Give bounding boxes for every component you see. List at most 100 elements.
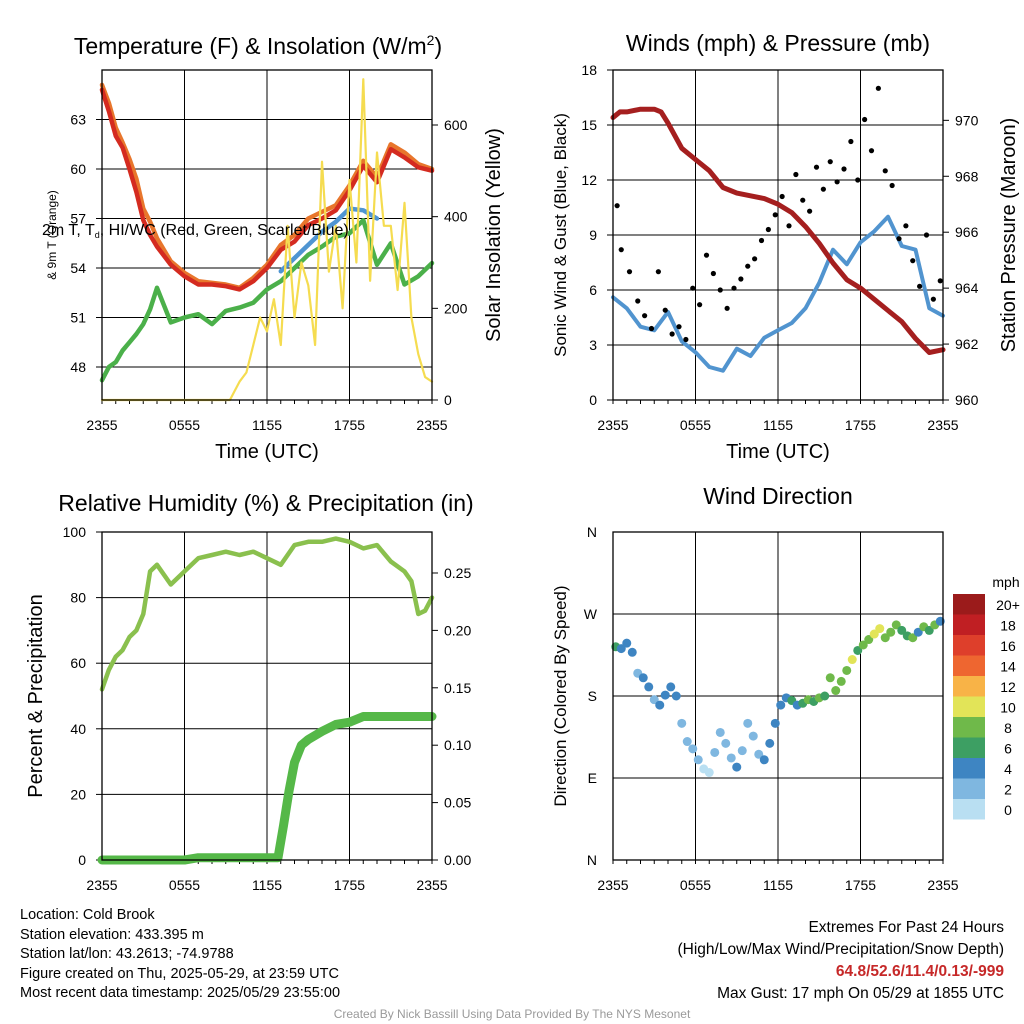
dir-legend-label: 18 [1000,618,1016,634]
dir-point [655,700,665,710]
wind-gust-point [655,269,661,275]
dir-legend-swatch [953,696,985,717]
wind-gust-point [917,283,923,289]
wind-y2-tick-label: 966 [955,224,979,240]
wind-gust-point [642,313,648,319]
temp-chart-title: Temperature (F) & Insolation (W/m2) [74,32,442,59]
rh-y2-tick-label: 0.05 [444,795,471,811]
dir-point [858,640,868,650]
wind-gust-point [724,305,730,311]
wind-y-tick-label: 6 [589,282,597,298]
rh-x-tick-label: 2355 [86,877,117,893]
rh-y-tick-label: 40 [70,721,86,737]
dir-y-tick-label: N [587,524,597,540]
wind-gust-point [923,232,930,238]
wind-gust-point [848,138,854,145]
dir-point [765,738,775,748]
recent-data-text: Most recent data timestamp: 2025/05/29 2… [20,985,341,1001]
dir-y-tick-label: W [584,606,598,622]
dir-point [759,755,769,765]
wind-x-tick-label: 1755 [845,417,876,433]
dir-point [704,768,714,778]
latlon-text: Station lat/lon: 43.2613; -74.9788 [20,946,234,962]
dir-x-tick-label: 2355 [927,877,958,893]
dir-point [886,627,896,637]
wind-gust-point [683,336,689,343]
rh-y-tick-label: 60 [70,655,86,671]
temp-y-axis-label-line2: & 9m T (Orange) [45,190,59,280]
wind-x-tick-label: 2355 [597,417,628,433]
dir-point [677,718,687,728]
dir-y-tick-label: S [588,688,597,704]
dir-legend-swatch [953,758,985,779]
dir-legend-label: 2 [1004,782,1012,798]
rh-series-line-0 [99,536,435,692]
dir-legend-label: 20+ [996,597,1020,613]
temp-x-tick-label: 2355 [416,417,447,433]
wind-gust-point [648,325,655,332]
temp-y-tick-label: 54 [70,260,86,276]
dir-point [754,749,764,759]
dir-point [864,635,874,645]
wind-gust-point [807,208,813,214]
dir-point [913,627,923,637]
wind-gust-point [731,285,737,291]
wind-gust-point [800,197,806,203]
wind-gust-point [752,256,758,262]
dir-point [897,625,907,635]
wind-x-tick-label: 2355 [927,417,958,433]
wind-gust-point [703,252,710,258]
dir-legend-swatch [953,676,985,697]
dir-point [622,638,632,648]
wind-gust-point [855,177,861,183]
wind-x-axis-label: Time (UTC) [726,441,830,463]
dir-x-tick-label: 2355 [597,877,628,893]
dir-point [627,647,637,657]
dir-point [776,700,786,710]
wind-y-tick-label: 15 [581,117,597,133]
temp-y2-axis-label: Solar Insolation (Yellow) [483,128,505,342]
temp-y-tick-label: 51 [70,310,86,326]
wind-gust-point [820,186,826,192]
rh-chart-title: Relative Humidity (%) & Precipitation (i… [58,490,473,516]
wind-gust-point [834,179,840,185]
extremes-title: Extremes For Past 24 Hours [808,919,1004,936]
temp-y2-tick-label: 400 [444,209,468,225]
dir-point [891,620,901,630]
extremes-subtitle: (High/Low/Max Wind/Precipitation/Snow De… [677,941,1005,958]
dir-legend-title: mph [992,574,1019,590]
credit-text: Created By Nick Bassill Using Data Provi… [333,1007,691,1021]
wind-gust-point [758,237,765,244]
wind-y-tick-label: 18 [581,62,597,78]
dir-point [726,753,736,763]
wind-y2-tick-label: 964 [955,280,979,296]
dir-point [693,755,703,765]
dir-point [715,727,725,737]
wind-series-line-2 [610,106,946,355]
dir-point [825,673,835,683]
dir-point [666,682,676,692]
dir-point [847,655,857,665]
[object Object]: 2m T, Td, HI/WC (Red, Green, Scarlet/Blu… [42,222,349,240]
dir-legend-swatch [953,614,985,635]
rh-x-tick-label: 1155 [252,877,282,893]
dir-chart-title: Wind Direction [703,483,853,509]
wind-gust-point [841,166,847,172]
wind-gust-point [772,212,778,218]
dir-point [644,682,654,692]
dir-legend-swatch [953,799,985,820]
wind-y-axis-label: Sonic Wind & Gust (Blue, Black) [551,113,570,357]
temp-y-tick-label: 48 [70,359,86,375]
dir-point [688,744,698,754]
dir-point [869,629,879,639]
wind-y-tick-label: 9 [589,227,597,243]
dir-y-tick-label: N [587,852,597,868]
wind-gust-point [745,263,751,269]
dir-point [770,718,780,728]
wind-x-tick-label: 1155 [763,417,793,433]
rh-y-tick-label: 20 [70,786,86,802]
rh-y2-tick-label: 0.00 [444,852,471,868]
dir-y-tick-label: E [588,770,597,786]
dir-point [908,633,918,643]
